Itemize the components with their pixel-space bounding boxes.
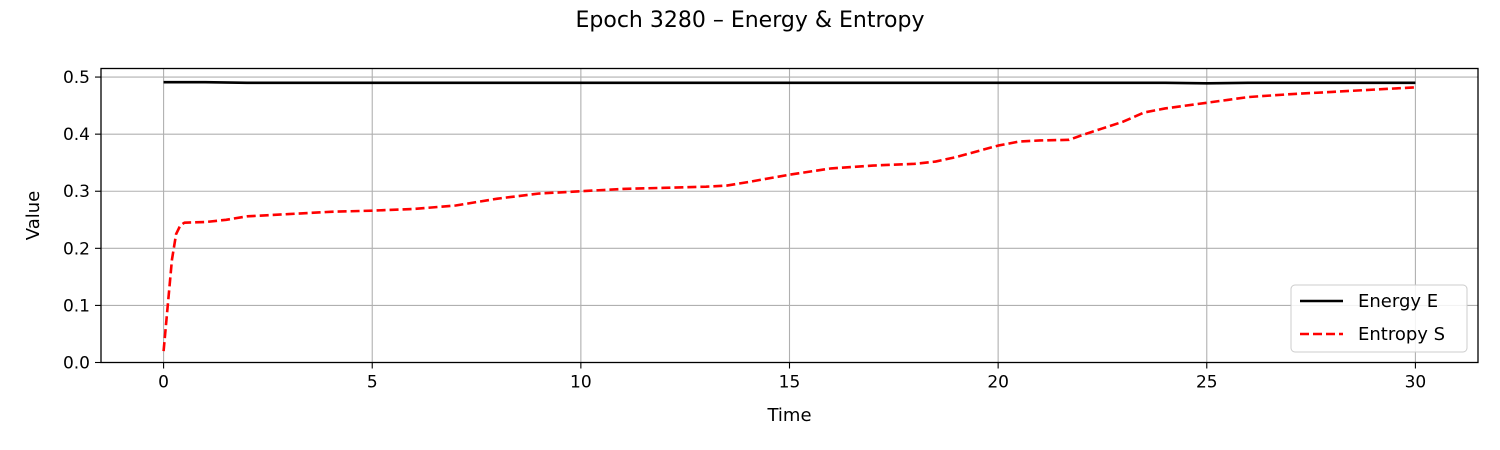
series-line-energy [163,80,1416,85]
chart-title: Epoch 3280 – Energy & Entropy [576,8,925,33]
legend: Energy E Entropy S [1290,284,1468,353]
x-tick-label: 30 [1405,373,1427,393]
y-tick-label: 0.0 [63,354,90,374]
tick-layer: 0 5 10 15 20 25 30 0.0 0.1 0.2 0.3 0.4 0.5 [63,68,1426,392]
x-tick-label: 15 [779,373,801,393]
x-axis-label: Time [766,405,811,426]
y-axis-label: Value [23,191,44,240]
x-tick-label: 0 [158,373,169,393]
series-line-entropy [162,86,1416,352]
y-tick-label: 0.3 [63,182,90,202]
x-tick-label: 20 [987,373,1009,393]
x-tick-label: 5 [367,373,378,393]
y-tick-label: 0.5 [63,68,90,88]
series-layer [162,80,1416,352]
y-tick-label: 0.4 [63,125,90,145]
y-tick-label: 0.1 [63,296,90,316]
x-tick-label: 25 [1196,373,1218,393]
y-tick-label: 0.2 [63,239,90,259]
legend-label-entropy: Entropy S [1358,324,1445,345]
x-tick-label: 10 [570,373,592,393]
grid-layer [101,68,1478,364]
legend-label-energy: Energy E [1358,291,1438,312]
